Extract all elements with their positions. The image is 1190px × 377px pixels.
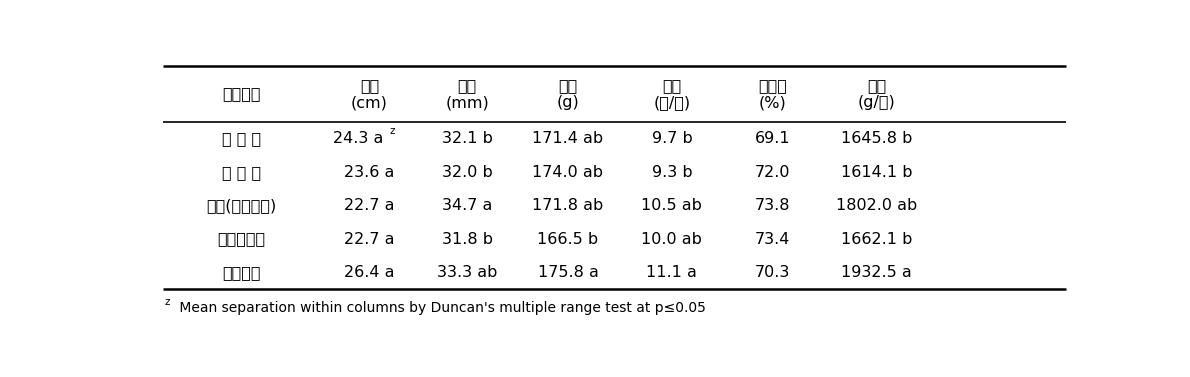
Text: 23.6 a: 23.6 a xyxy=(344,165,395,180)
Text: 처리자재: 처리자재 xyxy=(223,86,261,101)
Text: 10.0 ab: 10.0 ab xyxy=(641,231,702,247)
Text: 171.4 ab: 171.4 ab xyxy=(532,131,603,146)
Text: 9.7 b: 9.7 b xyxy=(651,131,693,146)
Text: 26.4 a: 26.4 a xyxy=(344,265,395,280)
Text: 70.3: 70.3 xyxy=(754,265,790,280)
Text: 31.8 b: 31.8 b xyxy=(441,231,493,247)
Text: 1932.5 a: 1932.5 a xyxy=(841,265,912,280)
Text: 73.8: 73.8 xyxy=(754,198,790,213)
Text: 73.4: 73.4 xyxy=(754,231,790,247)
Text: 11.1 a: 11.1 a xyxy=(646,265,697,280)
Text: 1614.1 b: 1614.1 b xyxy=(841,165,913,180)
Text: 증 류 수: 증 류 수 xyxy=(223,165,262,180)
Text: (g): (g) xyxy=(557,95,580,110)
Text: 수량: 수량 xyxy=(868,78,887,93)
Text: (cm): (cm) xyxy=(351,95,388,110)
Text: 33.3 ab: 33.3 ab xyxy=(437,265,497,280)
Text: (g/주): (g/주) xyxy=(858,95,895,110)
Text: 과경: 과경 xyxy=(457,78,477,93)
Text: 32.1 b: 32.1 b xyxy=(441,131,493,146)
Text: 10.5 ab: 10.5 ab xyxy=(641,198,702,213)
Text: 과수: 과수 xyxy=(663,78,682,93)
Text: 171.8 ab: 171.8 ab xyxy=(532,198,603,213)
Text: 166.5 b: 166.5 b xyxy=(538,231,599,247)
Text: 1802.0 ab: 1802.0 ab xyxy=(835,198,917,213)
Text: 69.1: 69.1 xyxy=(754,131,790,146)
Text: 1662.1 b: 1662.1 b xyxy=(841,231,913,247)
Text: 34.7 a: 34.7 a xyxy=(441,198,493,213)
Text: 1645.8 b: 1645.8 b xyxy=(841,131,913,146)
Text: 24.3 a: 24.3 a xyxy=(333,131,383,146)
Text: (mm): (mm) xyxy=(445,95,489,110)
Text: 관행(화학농약): 관행(화학농약) xyxy=(207,198,277,213)
Text: 친환경자재: 친환경자재 xyxy=(218,231,265,247)
Text: (개/주): (개/주) xyxy=(653,95,690,110)
Text: 과중: 과중 xyxy=(558,78,577,93)
Text: 9.3 b: 9.3 b xyxy=(652,165,693,180)
Text: 무 처 리: 무 처 리 xyxy=(223,131,262,146)
Text: 상품률: 상품률 xyxy=(758,78,787,93)
Text: 종합기술: 종합기술 xyxy=(223,265,261,280)
Text: z: z xyxy=(390,126,395,136)
Text: 22.7 a: 22.7 a xyxy=(344,198,395,213)
Text: (%): (%) xyxy=(759,95,787,110)
Text: 32.0 b: 32.0 b xyxy=(441,165,493,180)
Text: 과장: 과장 xyxy=(359,78,380,93)
Text: 72.0: 72.0 xyxy=(754,165,790,180)
Text: z: z xyxy=(164,297,170,307)
Text: 174.0 ab: 174.0 ab xyxy=(532,165,603,180)
Text: 22.7 a: 22.7 a xyxy=(344,231,395,247)
Text: Mean separation within columns by Duncan's multiple range test at p≤0.05: Mean separation within columns by Duncan… xyxy=(175,301,707,315)
Text: 175.8 a: 175.8 a xyxy=(538,265,599,280)
